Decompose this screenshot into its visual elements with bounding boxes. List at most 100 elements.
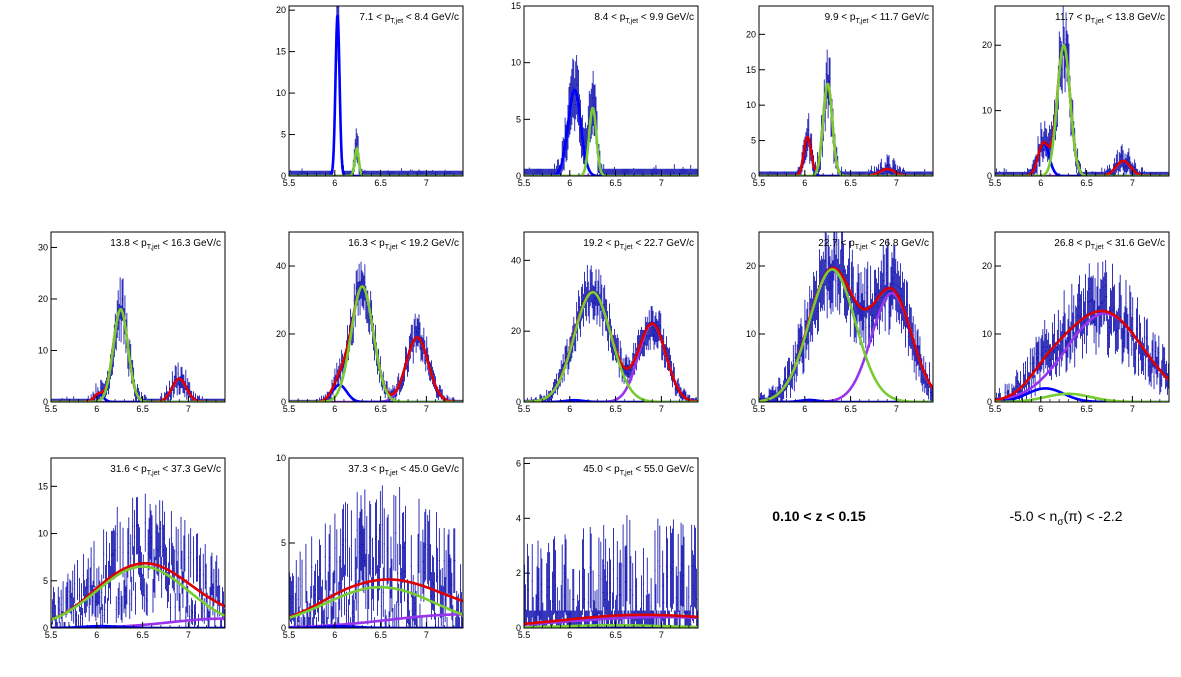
y-tick-label: 6 <box>516 458 521 468</box>
x-tick-label: 5.5 <box>753 178 766 188</box>
kaon-fit-curve <box>524 623 698 628</box>
panel-plot-area <box>289 485 463 628</box>
kaon-fit-curve <box>524 106 698 176</box>
y-tick-label: 10 <box>982 106 992 116</box>
panel-6: 5.5 6 6.5 7 0 20 40 16.3 < pT,jet < 19.2 GeV/c <box>276 231 464 414</box>
kaon-fit-curve <box>51 565 225 621</box>
x-tick-label: 5.5 <box>989 404 1002 414</box>
pt-range-label: 22.7 < pT,jet < 26.8 GeV/c <box>818 238 929 251</box>
y-tick-label: 0 <box>987 397 992 407</box>
panel-plot-area <box>289 6 463 176</box>
y-tick-label: 15 <box>38 481 48 491</box>
nsigma-suffix: (π) < -2.2 <box>1063 508 1122 524</box>
y-tick-label: 0 <box>516 623 521 633</box>
total-fit-curve <box>995 309 1169 402</box>
kaon-fit-curve <box>759 268 933 402</box>
y-tick-label: 0 <box>281 623 286 633</box>
panel-frame <box>758 5 934 177</box>
panel-3: 5.5 6 6.5 7 0 5 10 15 20 9.9 < pT,jet < 11.7 GeV/… <box>746 5 934 188</box>
x-tick-label: 7 <box>424 404 429 414</box>
panel-2: 5.5 6 6.5 7 0 5 10 15 8.4 < pT,jet < 9.9 GeV/c <box>511 1 699 188</box>
pt-range-label: 26.8 < pT,jet < 31.6 GeV/c <box>1054 238 1165 251</box>
x-tick-label: 5.5 <box>45 630 58 640</box>
panel-frame <box>288 5 464 177</box>
y-tick-label: 15 <box>746 65 756 75</box>
panel-frame <box>523 231 699 403</box>
x-tick-label: 7 <box>894 404 899 414</box>
y-tick-label: 10 <box>276 453 286 463</box>
y-tick-label: 0 <box>751 397 756 407</box>
panel-plot-area <box>995 260 1169 402</box>
y-tick-label: 10 <box>511 58 521 68</box>
panel-plot-area <box>759 49 933 176</box>
y-tick-label: 5 <box>751 136 756 146</box>
x-tick-label: 6.5 <box>136 404 149 414</box>
x-tick-label: 6.5 <box>609 404 622 414</box>
pt-range-label: 8.4 < pT,jet < 9.9 GeV/c <box>594 12 694 25</box>
y-tick-label: 15 <box>511 1 521 11</box>
pion-fit-curve <box>524 88 698 176</box>
y-tick-label: 0 <box>751 171 756 181</box>
y-tick-label: 0 <box>43 623 48 633</box>
x-tick-label: 7 <box>1130 404 1135 414</box>
y-tick-label: 30 <box>38 242 48 252</box>
y-tick-label: 5 <box>516 114 521 124</box>
y-tick-label: 10 <box>38 529 48 539</box>
x-tick-label: 7 <box>659 178 664 188</box>
total-fit-curve <box>524 613 698 626</box>
y-tick-label: 0 <box>43 397 48 407</box>
x-tick-label: 5.5 <box>989 178 1002 188</box>
panel-4: 5.5 6 6.5 7 0 10 20 11.7 < pT,jet < 13.8 GeV/c <box>982 5 1170 188</box>
y-tick-label: 5 <box>281 538 286 548</box>
panel-plot-area <box>289 261 463 402</box>
x-tick-label: 5.5 <box>518 404 531 414</box>
pion-fit-curve <box>995 141 1169 176</box>
panel-frame <box>288 231 464 403</box>
total-fit-curve <box>51 562 225 621</box>
x-tick-label: 6.5 <box>609 178 622 188</box>
y-tick-label: 15 <box>276 47 286 57</box>
panel-1: 5.5 6 6.5 7 0 5 10 15 20 7.1 < pT,jet < 8.4 GeV/c <box>276 5 464 188</box>
y-tick-label: 10 <box>746 329 756 339</box>
kaon-fit-curve <box>289 585 463 620</box>
x-tick-label: 6.5 <box>1080 404 1093 414</box>
x-tick-label: 5.5 <box>283 404 296 414</box>
pt-range-label: 9.9 < pT,jet < 11.7 GeV/c <box>825 12 929 25</box>
x-tick-label: 6.5 <box>374 404 387 414</box>
kaon-fit-curve <box>524 290 698 402</box>
panel-12: 5.5 6 6.5 7 0 2 4 6 45.0 < pT,jet < 55.0 GeV/c <box>516 457 699 640</box>
y-tick-label: 40 <box>276 261 286 271</box>
y-tick-label: 20 <box>746 261 756 271</box>
x-tick-label: 5.5 <box>518 178 531 188</box>
total-fit-curve <box>995 43 1169 176</box>
x-tick-label: 7 <box>894 178 899 188</box>
x-tick-label: 6.5 <box>374 630 387 640</box>
y-tick-label: 20 <box>276 329 286 339</box>
pt-range-label: 37.3 < pT,jet < 45.0 GeV/c <box>348 464 459 477</box>
proton-fit-curve <box>524 615 698 626</box>
panel-frame <box>50 231 226 403</box>
panel-8: 5.5 6 6.5 7 0 10 20 22.7 < pT,jet < 26.8 GeV/c <box>746 231 934 414</box>
x-tick-label: 6 <box>802 404 807 414</box>
x-tick-label: 6.5 <box>844 178 857 188</box>
total-fit-curve <box>759 82 933 176</box>
panel-frame <box>994 231 1170 403</box>
panel-11: 5.5 6 6.5 7 0 5 10 37.3 < pT,jet < 45.0 GeV/c <box>276 453 464 640</box>
pt-range-label: 19.2 < pT,jet < 22.7 GeV/c <box>583 238 694 251</box>
x-tick-label: 6 <box>94 630 99 640</box>
kaon-fit-curve <box>289 146 463 176</box>
x-tick-label: 6 <box>332 630 337 640</box>
x-tick-label: 6.5 <box>374 178 387 188</box>
panel-plot-area <box>524 515 698 628</box>
pion-fit-curve <box>759 135 933 176</box>
pt-range-label: 31.6 < pT,jet < 37.3 GeV/c <box>110 464 221 477</box>
y-tick-label: 4 <box>516 513 521 523</box>
panel-frame <box>50 457 226 629</box>
panel-7: 5.5 6 6.5 7 0 20 40 19.2 < pT,jet < 22.7 GeV/c <box>511 231 699 414</box>
x-tick-label: 6 <box>332 404 337 414</box>
x-tick-label: 7 <box>186 630 191 640</box>
x-tick-label: 7 <box>186 404 191 414</box>
nsigma-range-label: -5.0 < nσ(π) < -2.2 <box>1009 508 1122 528</box>
panel-9: 5.5 6 6.5 7 0 10 20 26.8 < pT,jet < 31.6 GeV/c <box>982 231 1170 414</box>
